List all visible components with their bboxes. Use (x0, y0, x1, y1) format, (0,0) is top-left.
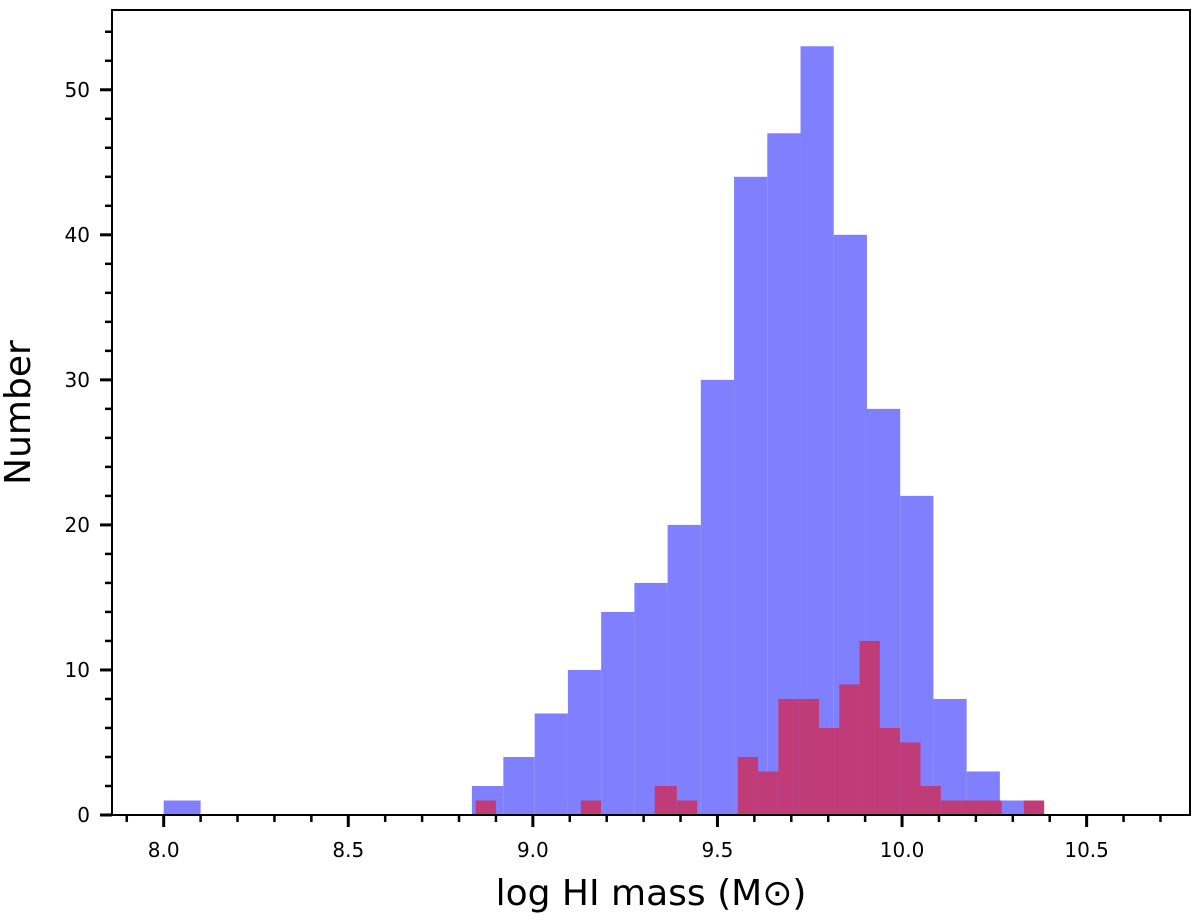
x-axis-label: log HI mass (M⊙) (496, 873, 807, 914)
bar-series-2-bin-12 (879, 727, 901, 815)
x-tick-label: 10.0 (880, 838, 925, 862)
x-tick-label: 8.0 (148, 838, 180, 862)
bar-series-2-bin-1 (475, 800, 496, 815)
bar-series-2-bin-3 (654, 785, 677, 815)
bar-series-1-bin-10 (734, 176, 768, 815)
y-tick-label: 20 (65, 513, 90, 537)
bars-layer (163, 46, 1045, 816)
x-tick-label: 8.5 (332, 838, 364, 862)
y-tick-label: 0 (77, 803, 90, 827)
bar-series-1-bin-6 (601, 611, 635, 815)
x-tick-label: 9.0 (517, 838, 549, 862)
bar-series-2-bin-17 (981, 800, 1002, 815)
bar-series-2-bin-14 (920, 785, 941, 815)
bar-series-1-bin-1 (163, 800, 201, 815)
y-tick-label: 10 (65, 658, 90, 682)
bar-series-1-bin-4 (534, 713, 568, 815)
y-tick-label: 40 (65, 223, 90, 247)
bar-series-2-bin-11 (859, 640, 880, 815)
bar-series-2-bin-13 (900, 742, 921, 815)
bar-series-1-bin-12 (800, 46, 834, 816)
y-tick-label: 50 (65, 78, 90, 102)
bar-series-2-bin-9 (818, 727, 840, 815)
bar-series-2-bin-8 (798, 698, 819, 815)
bar-series-2-bin-6 (758, 771, 779, 815)
bar-series-2-bin-16 (961, 800, 982, 815)
y-tick-label: 30 (65, 368, 90, 392)
bar-series-1-bin-5 (567, 669, 602, 815)
y-axis-label: Number (0, 340, 39, 485)
bar-series-2-bin-5 (737, 756, 759, 815)
bar-series-2-bin-7 (778, 698, 799, 815)
plot-frame (111, 9, 1191, 816)
x-tick-label: 9.5 (702, 838, 734, 862)
bar-series-1-bin-8 (667, 524, 701, 815)
bar-series-1-bin-7 (634, 582, 668, 815)
bar-series-1-bin-9 (700, 379, 735, 815)
bar-series-1-bin-3 (503, 756, 535, 815)
x-tick-label: 10.5 (1064, 838, 1109, 862)
ticks-layer: 8.0 8.5 9.0 9.5 10.0 10.5 0 10 20 30 40 50 (65, 30, 1162, 862)
bar-series-2-bin-2 (580, 800, 602, 815)
bar-series-2-bin-10 (839, 684, 860, 815)
bar-series-2-bin-18 (1023, 800, 1045, 815)
bar-series-2-bin-4 (676, 800, 698, 815)
bar-series-2-bin-15 (940, 800, 962, 815)
